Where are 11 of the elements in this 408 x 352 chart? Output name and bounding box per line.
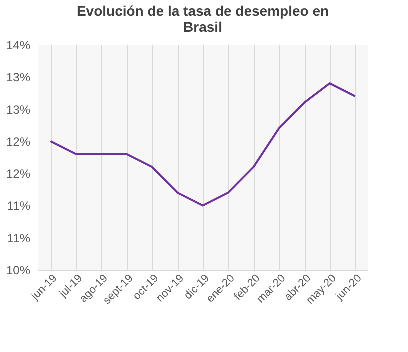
y-tick-label: 13% (6, 102, 31, 117)
y-tick-label: 13% (6, 70, 31, 85)
text: Evolución de la tasa de desempleo en (76, 3, 330, 19)
text: Brasil (184, 19, 222, 35)
y-tick-label: 10% (6, 264, 31, 278)
y-tick-label: 11% (7, 199, 31, 214)
line-series (50, 82, 356, 207)
y-tick-label: 12% (6, 167, 31, 182)
y-tick-label: 12% (6, 134, 31, 149)
y-tick-label: 11% (7, 231, 31, 246)
y-tick-label: 14% (6, 38, 31, 52)
